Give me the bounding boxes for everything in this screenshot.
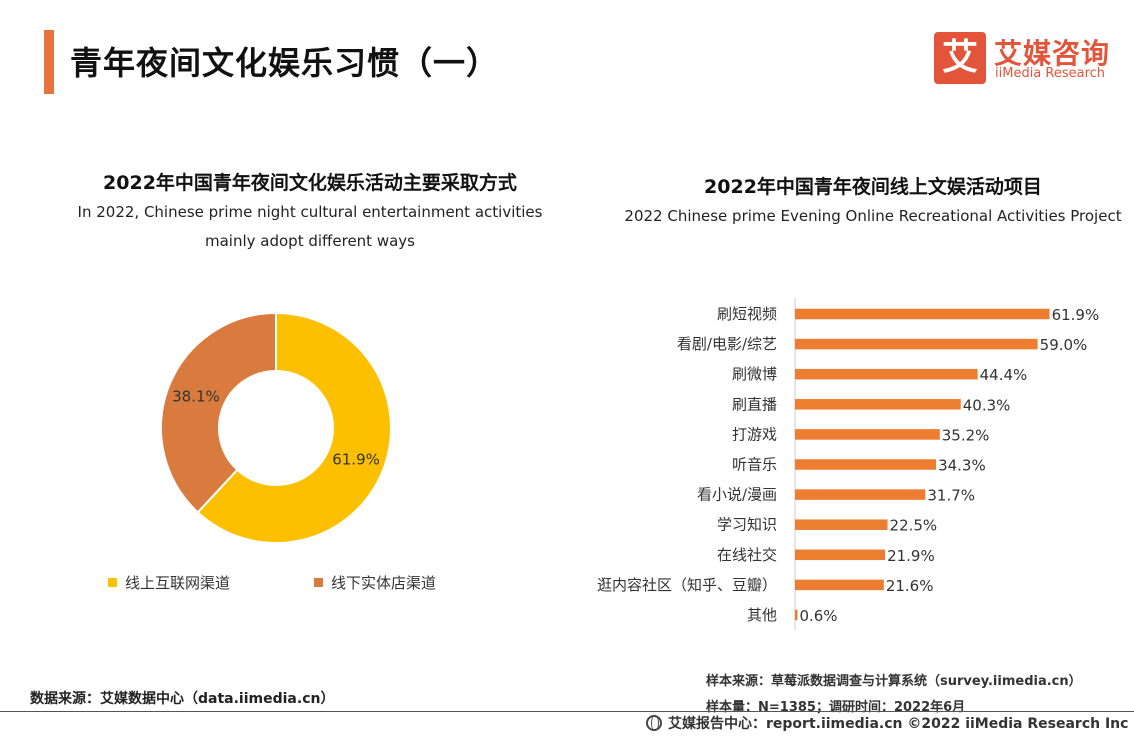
iimedia-logo: 艾 艾媒咨询 iiMedia Research <box>934 32 1114 86</box>
bar-value-label: 34.3% <box>938 457 986 475</box>
legend-item-online: 线上互联网渠道 <box>108 572 230 593</box>
bar-chart-subtitle: 2022 Chinese prime Evening Online Recrea… <box>624 207 1122 225</box>
bar-value-label: 31.7% <box>927 487 975 505</box>
bar-value-label: 22.5% <box>890 517 938 535</box>
bar <box>795 579 884 591</box>
bar-value-label: 21.9% <box>887 547 935 565</box>
data-source-note: 数据来源：艾媒数据中心（data.iimedia.cn） <box>30 691 335 707</box>
bar-category-label: 刷微博 <box>732 365 777 383</box>
logo-english-name: iiMedia Research <box>995 66 1106 81</box>
donut-slice-0 <box>196 311 392 544</box>
globe-icon <box>646 715 662 731</box>
bar-category-label: 看小说/漫画 <box>697 486 777 504</box>
bar <box>795 338 1038 350</box>
donut-chart-subtitle: In 2022, Chinese prime night cultural en… <box>77 203 543 250</box>
bar-chart: 刷短视频 61.9% 看剧/电影/综艺 59.0% 刷微博 44.4% 刷直播 40.3% 打游… <box>597 298 1100 630</box>
donut-chart-title: 2022年中国青年夜间文化娱乐活动主要采取方式 <box>103 172 517 194</box>
bar-category-label: 打游戏 <box>732 425 777 443</box>
bar-value-label: 61.9% <box>1052 306 1100 324</box>
bar <box>795 399 961 410</box>
sample-source-note: 样本来源：草莓派数据调查与计算系统（survey.iimedia.cn） <box>706 674 1082 689</box>
bar-value-label: 21.6% <box>886 577 934 595</box>
bar-category-label: 学习知识 <box>717 516 777 534</box>
bar-category-label: 其他 <box>747 606 777 624</box>
bar <box>795 368 978 380</box>
bar <box>795 429 940 440</box>
donut-chart: 61.9% 38.1% <box>160 311 392 544</box>
bar <box>795 519 888 530</box>
bar-value-label: 44.4% <box>980 366 1028 384</box>
bar-category-label: 听音乐 <box>732 456 777 474</box>
legend-swatch-offline <box>314 578 323 587</box>
title-accent-bar <box>44 30 54 94</box>
bar <box>795 549 886 561</box>
logo-chinese-name: 艾媒咨询 <box>994 37 1111 70</box>
copyright-text: 艾媒报告中心：report.iimedia.cn ©2022 iiMedia R… <box>668 716 1129 732</box>
copyright-line: 艾媒报告中心：report.iimedia.cn ©2022 iiMedia R… <box>646 713 1128 733</box>
bar-category-label: 刷直播 <box>732 395 777 413</box>
bar-value-label: 40.3% <box>963 396 1011 414</box>
bar-chart-title: 2022年中国青年夜间线上文娱活动项目 <box>704 176 1042 198</box>
donut-slice-label-0: 61.9% <box>332 450 380 468</box>
donut-slice-1 <box>160 311 277 514</box>
legend-item-offline: 线下实体店渠道 <box>314 572 436 593</box>
page-title: 青年夜间文化娱乐习惯（一） <box>70 44 500 82</box>
bar-category-label: 看剧/电影/综艺 <box>677 335 777 353</box>
bar <box>795 459 937 470</box>
bar <box>795 609 798 621</box>
bar-value-label: 59.0% <box>1040 336 1088 354</box>
bar-category-label: 刷短视频 <box>717 305 777 323</box>
bar-category-label: 逛内容社区（知乎、豆瓣） <box>597 576 777 594</box>
bar <box>795 489 926 500</box>
legend-label-online: 线上互联网渠道 <box>125 574 231 592</box>
legend-swatch-online <box>108 578 117 587</box>
bar-value-label: 0.6% <box>799 607 837 625</box>
logo-mark: 艾 <box>934 32 986 84</box>
bar-value-label: 35.2% <box>942 426 990 444</box>
legend-label-offline: 线下实体店渠道 <box>331 574 437 592</box>
donut-slice-label-1: 38.1% <box>172 388 220 406</box>
bar-category-label: 在线社交 <box>717 546 777 564</box>
bar <box>795 308 1050 320</box>
footer-divider <box>0 711 1134 712</box>
